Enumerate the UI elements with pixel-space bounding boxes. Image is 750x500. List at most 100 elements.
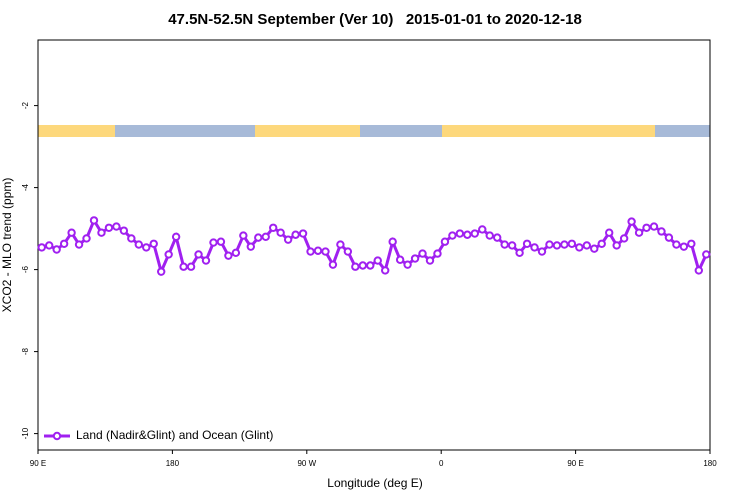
data-point [298, 229, 308, 238]
data-point [440, 237, 450, 246]
data-point [37, 243, 46, 252]
land-strip [38, 125, 115, 137]
data-point [493, 233, 502, 242]
data-point [157, 267, 166, 276]
x-tick-label: 90 W [297, 459, 316, 468]
data-point [694, 266, 703, 275]
ocean-strip [655, 125, 710, 137]
data-point [500, 240, 509, 249]
data-point [321, 247, 330, 256]
data-point [313, 246, 323, 255]
data-point [418, 249, 427, 258]
data-point [224, 251, 233, 260]
data-point [82, 234, 91, 243]
data-point [425, 256, 435, 265]
data-point [74, 240, 84, 249]
data-point [45, 241, 54, 250]
data-point [127, 234, 136, 243]
x-tick-label: 90 E [567, 459, 583, 468]
x-tick-label: 180 [703, 459, 717, 468]
ocean-strip [360, 125, 442, 137]
data-point [343, 247, 353, 256]
data-point [687, 239, 696, 248]
data-point [201, 256, 211, 265]
data-point [567, 239, 577, 248]
y-tick-label: -2 [21, 101, 30, 109]
data-point [642, 223, 651, 232]
data-point [351, 262, 360, 271]
data-point [388, 237, 397, 246]
data-point [171, 232, 181, 242]
data-point [560, 240, 569, 249]
data-point [470, 229, 479, 238]
data-point [373, 256, 382, 265]
data-point [336, 240, 345, 249]
data-point [672, 240, 681, 249]
data-point [433, 249, 442, 258]
data-point [649, 222, 659, 231]
y-tick-label: -6 [21, 265, 30, 273]
legend-label: Land (Nadir&Glint) and Ocean (Glint) [76, 428, 273, 442]
data-point [216, 237, 226, 246]
legend-marker [52, 431, 62, 441]
land-strip [255, 125, 360, 137]
y-axis-label: XCO2 - MLO trend (ppm) [0, 178, 14, 313]
data-point [254, 233, 263, 242]
data-point [381, 266, 390, 275]
data-point [149, 239, 158, 248]
data-point [619, 234, 629, 243]
plot-frame [37, 39, 711, 451]
data-point [395, 255, 405, 264]
data-point [89, 216, 99, 225]
data-point [306, 247, 315, 256]
y-tick-label: -10 [21, 427, 30, 439]
data-point [634, 228, 644, 237]
data-point [112, 222, 121, 231]
x-tick-label: 90 E [30, 459, 46, 468]
data-point [485, 231, 494, 240]
data-point [455, 229, 465, 238]
data-point [246, 242, 256, 251]
data-point [590, 244, 599, 253]
data-point [664, 233, 674, 242]
data-point [276, 228, 285, 237]
data-point [59, 239, 69, 248]
data-point [97, 228, 106, 237]
data-point [142, 243, 151, 252]
data-point [612, 241, 621, 250]
data-point [328, 260, 338, 269]
data-point [605, 228, 614, 237]
data-point [231, 248, 241, 257]
data-point [657, 227, 666, 236]
x-tick-label: 0 [439, 459, 444, 468]
data-point [52, 245, 61, 254]
data-point [597, 239, 606, 248]
chart-title: 47.5N-52.5N September (Ver 10) 2015-01-0… [168, 11, 582, 28]
data-point [186, 262, 196, 271]
data-point [209, 238, 218, 247]
data-point [627, 217, 636, 226]
data-point [463, 230, 472, 239]
data-point [545, 240, 554, 249]
data-point [291, 230, 300, 239]
data-point [403, 260, 412, 269]
data-point [194, 250, 203, 259]
data-point [507, 241, 517, 250]
data-point [358, 261, 367, 270]
data-point [283, 235, 293, 244]
ocean-strip [115, 125, 255, 137]
data-point [552, 241, 562, 250]
data-point [67, 228, 76, 237]
data-point [179, 262, 188, 271]
data-point [164, 250, 173, 259]
data-point [537, 247, 547, 256]
data-point [269, 223, 278, 232]
data-point [575, 243, 584, 252]
y-tick-label: -4 [21, 183, 30, 191]
data-point [679, 242, 689, 251]
x-tick-label: 180 [166, 459, 180, 468]
data-point [119, 226, 129, 235]
data-point [522, 239, 532, 248]
data-point [582, 241, 591, 250]
data-point [515, 248, 524, 257]
